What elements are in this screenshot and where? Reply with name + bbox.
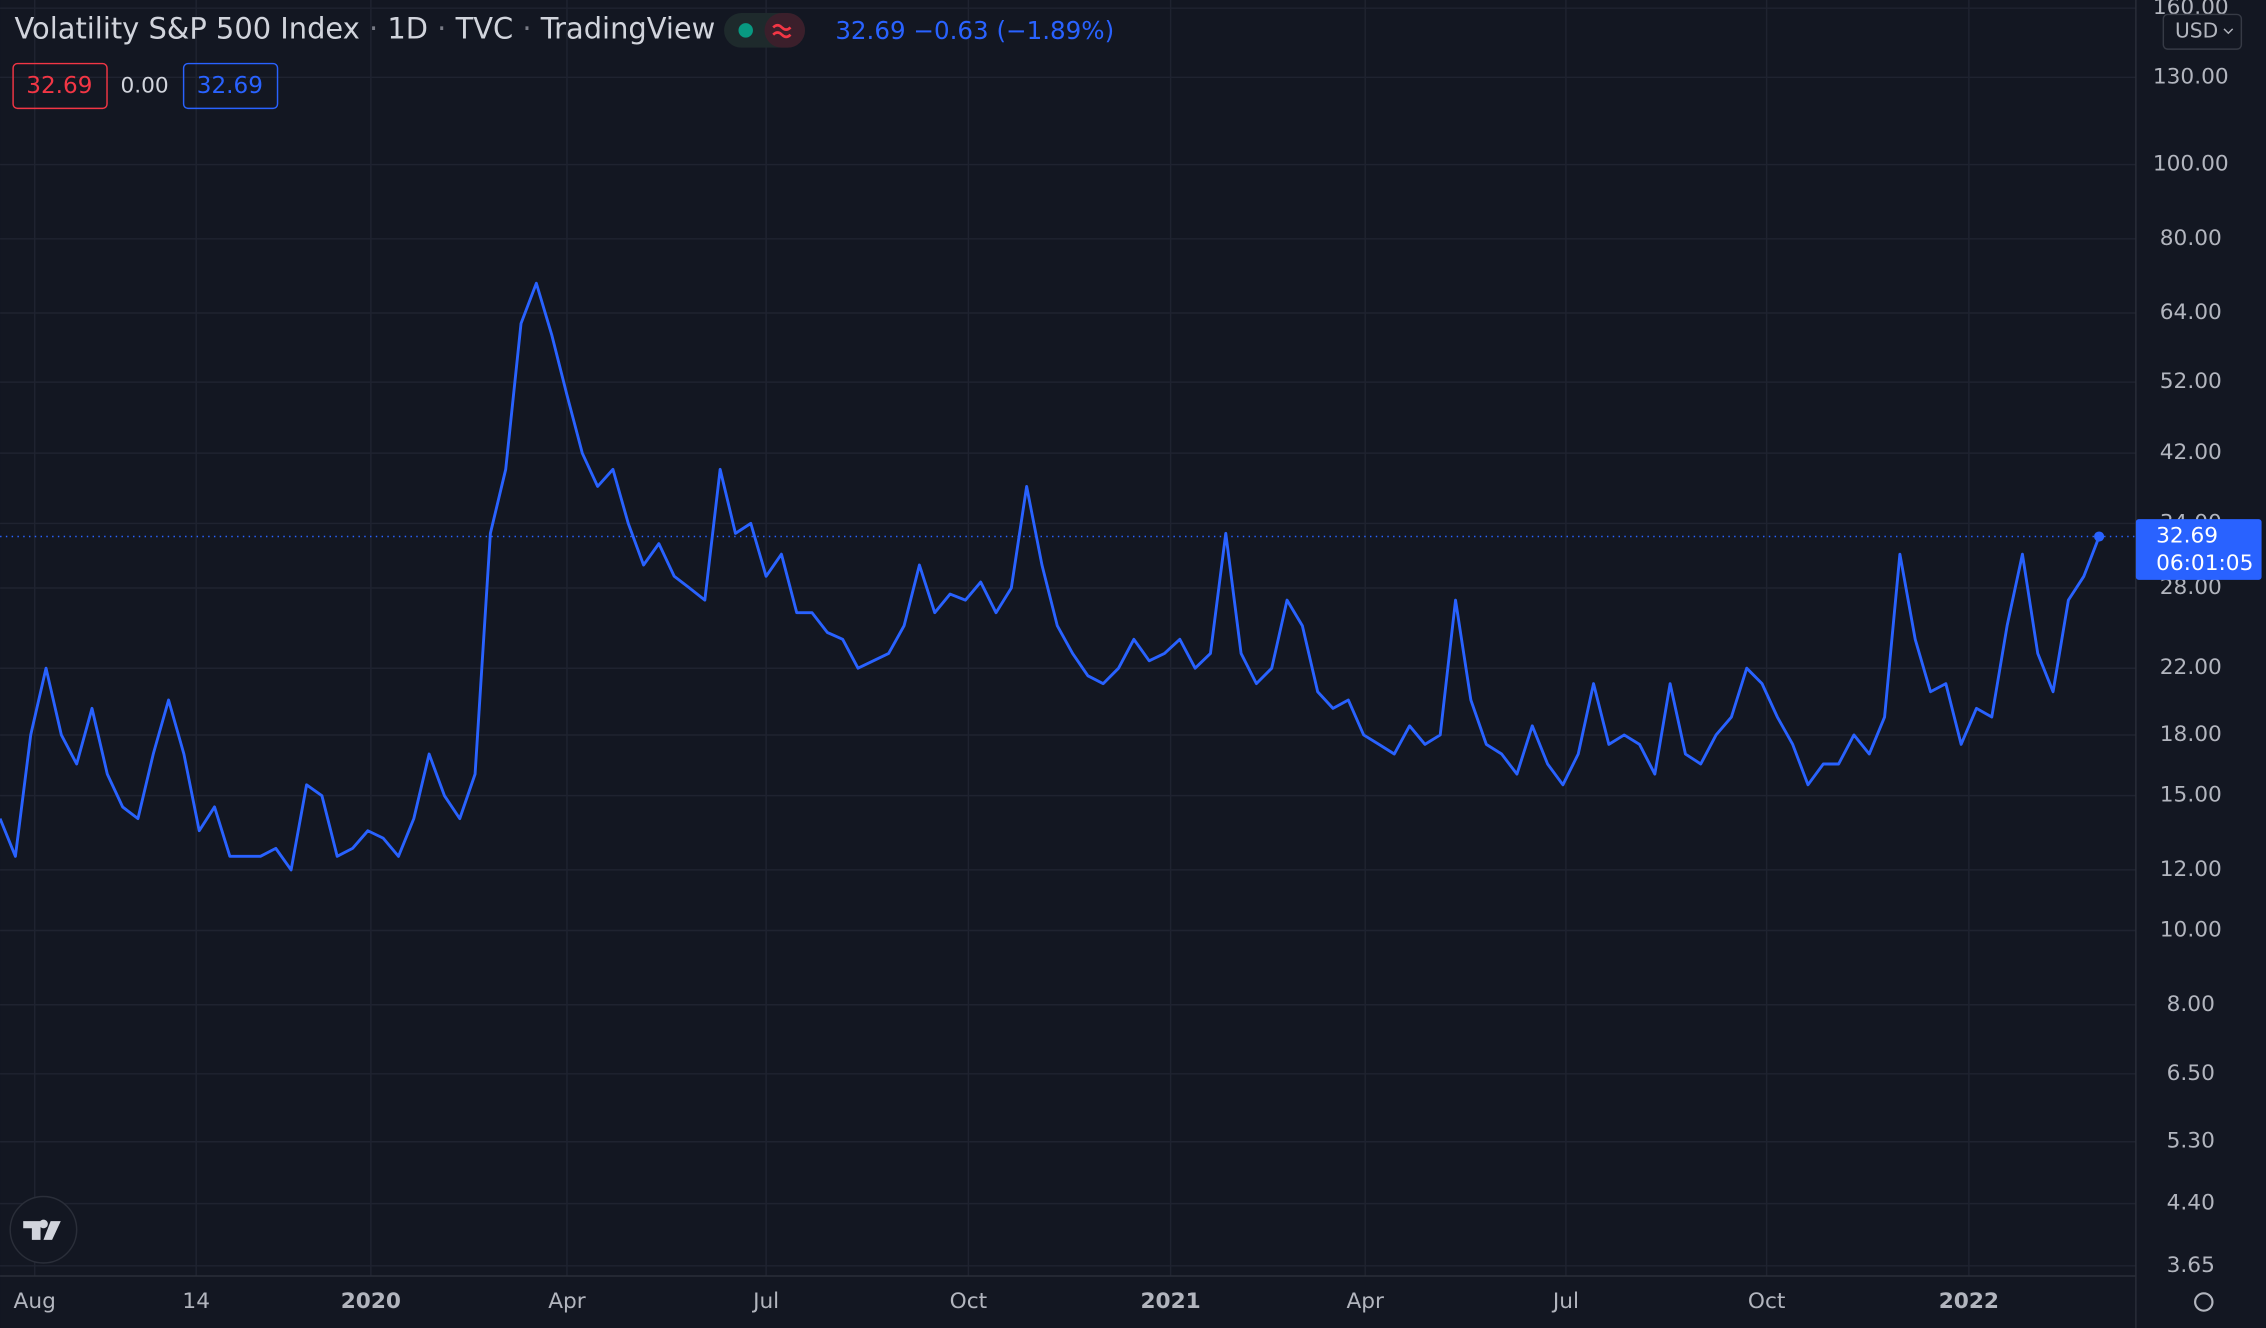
chevron <box>2223 28 2234 35</box>
change-pct: (−1.89%) <box>996 16 1114 45</box>
x-tick-label: 14 <box>182 1289 210 1314</box>
delay-icon <box>772 23 792 39</box>
x-tick-label: Oct <box>950 1289 987 1314</box>
market-status <box>738 23 753 38</box>
grid <box>0 0 2136 1276</box>
box-blue <box>182 62 279 110</box>
price-change: 32.69 −0.63 (−1.89%) <box>835 16 1114 45</box>
y-tick-label: 10.00 <box>2160 918 2222 943</box>
x-tick-label: Apr <box>1346 1289 1384 1314</box>
x-tick-label: Jul <box>1551 1289 1579 1314</box>
price-label: 32.69 <box>2156 524 2218 549</box>
y-tick-label: 18.00 <box>2160 722 2222 747</box>
symbol-title: Volatility S&P 500 Index · 1D · TVC · Tr… <box>15 11 716 45</box>
last: 32.69 <box>835 16 905 45</box>
sep: · <box>428 11 456 45</box>
title: Volatility S&P 500 Index <box>15 11 360 45</box>
y-tick-label: 12.00 <box>2160 857 2222 882</box>
sep: · <box>360 11 388 45</box>
y-tick-label: 80.00 <box>2160 226 2222 251</box>
countdown: 06:01:05 <box>2156 551 2253 576</box>
y-tick-label: 5.30 <box>2167 1129 2215 1154</box>
box-red <box>12 62 108 110</box>
settings[interactable] <box>2194 1292 2214 1312</box>
x-tick-label: 2021 <box>1140 1289 1200 1314</box>
y-tick-label: 100.00 <box>2153 152 2229 177</box>
y-tick-label: 52.00 <box>2160 369 2222 394</box>
currency: USD <box>2175 18 2218 42</box>
source: TradingView <box>540 11 716 45</box>
x-tick-label: Aug <box>14 1289 56 1314</box>
y-tick-label: 8.00 <box>2167 992 2215 1017</box>
box-value: 0.00 <box>120 74 168 99</box>
change: −0.63 <box>913 16 988 45</box>
box-value: 32.69 <box>26 73 92 99</box>
last-point <box>2094 531 2105 542</box>
sep: · <box>513 11 541 45</box>
logo-mark <box>23 1219 61 1240</box>
plot <box>0 281 2136 872</box>
y-tick-label: 3.65 <box>2167 1253 2215 1278</box>
labels: 3.65 4.40 5.30 6.50 8.00 10.00 12.00 15.00 18.00… <box>14 0 2262 1314</box>
box-value: 32.69 <box>197 73 263 99</box>
x-tick-label: Apr <box>548 1289 586 1314</box>
x-tick-label: 2020 <box>341 1289 401 1314</box>
y-tick-label: 6.50 <box>2167 1061 2215 1086</box>
interval: 1D <box>387 11 428 45</box>
x-tick-label: Oct <box>1748 1289 1785 1314</box>
price-label-bg <box>2135 519 2262 580</box>
price-line <box>0 281 2101 872</box>
y-tick-label: 130.00 <box>2153 64 2229 89</box>
y-tick-label: 15.00 <box>2160 783 2222 808</box>
y-tick-label: 4.40 <box>2167 1191 2215 1216</box>
y-tick-label: 42.00 <box>2160 440 2222 465</box>
currency-button[interactable] <box>2162 13 2243 50</box>
logo[interactable] <box>9 1195 78 1264</box>
x-tick-label: 2022 <box>1939 1289 1999 1314</box>
y-tick-label: 22.00 <box>2160 655 2222 680</box>
x-tick-label: Jul <box>751 1289 779 1314</box>
exchange: TVC <box>455 11 514 45</box>
y-tick-label: 64.00 <box>2160 300 2222 325</box>
